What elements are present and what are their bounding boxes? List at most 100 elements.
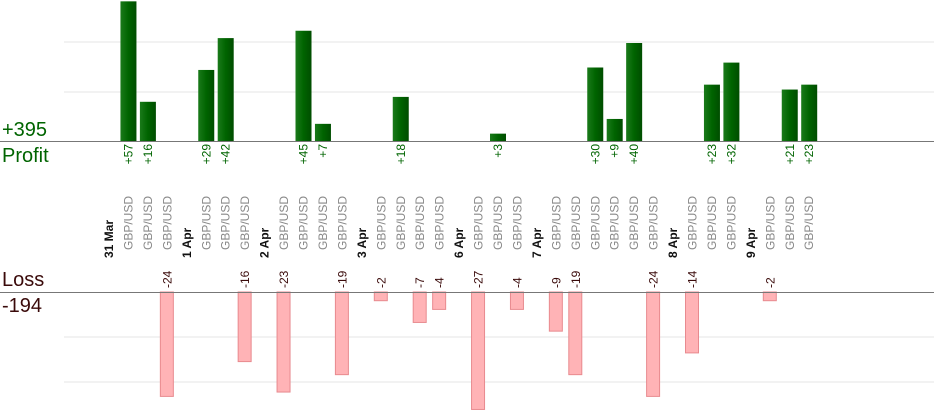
- pair-tick-label: GBP/USD: [802, 196, 816, 250]
- loss-value-label: -4: [510, 277, 524, 288]
- loss-value-label: -19: [569, 270, 583, 288]
- profit-value-label: +9: [608, 144, 622, 158]
- date-label: 6 Apr: [452, 227, 466, 258]
- pair-tick-label: GBP/USD: [705, 196, 719, 250]
- loss-value-label: -24: [160, 270, 174, 288]
- profit-value-label: +30: [588, 144, 602, 165]
- loss-value-label: -23: [277, 270, 291, 288]
- profit-total: +395: [2, 119, 48, 141]
- pair-tick-label: GBP/USD: [686, 196, 700, 250]
- loss-value-label: -27: [472, 270, 486, 288]
- pair-tick-label: GBP/USD: [627, 196, 641, 250]
- date-label: 8 Apr: [666, 227, 680, 258]
- loss-bar: [237, 291, 252, 363]
- pair-tick-label: GBP/USD: [549, 196, 563, 250]
- loss-value-label: -24: [647, 270, 661, 288]
- date-label: 3 Apr: [355, 227, 369, 258]
- pair-tick-label: GBP/USD: [238, 196, 252, 250]
- profit-bar: [314, 123, 331, 141]
- loss-bar: [276, 291, 291, 393]
- pair-tick-label: GBP/USD: [724, 196, 738, 250]
- profit-value-label: +23: [705, 144, 719, 165]
- pair-tick-label: GBP/USD: [510, 196, 524, 250]
- profit-value-label: +3: [491, 144, 505, 158]
- loss-value-label: -19: [335, 270, 349, 288]
- profit-value-label: +57: [121, 144, 135, 165]
- profit-bar: [295, 30, 312, 141]
- date-label: 2 Apr: [258, 227, 272, 258]
- loss-bar: [646, 291, 661, 397]
- profit-bar: [606, 118, 623, 141]
- profit-value-label: +21: [783, 144, 797, 165]
- date-label: 7 Apr: [530, 227, 544, 258]
- pair-tick-label: GBP/USD: [413, 196, 427, 250]
- profit-value-label: +45: [297, 144, 311, 165]
- pair-tick-label: GBP/USD: [569, 196, 583, 250]
- profit-bar: [120, 1, 137, 141]
- loss-value-label: -2: [374, 277, 388, 288]
- loss-bar: [334, 291, 349, 376]
- loss-bar: [548, 291, 563, 332]
- profit-value-label: +23: [802, 144, 816, 165]
- loss-label: Loss: [2, 269, 45, 291]
- loss-bar: [432, 291, 447, 310]
- loss-value-label: -2: [763, 277, 777, 288]
- pair-tick-label: GBP/USD: [472, 196, 486, 250]
- pair-tick-label: GBP/USD: [141, 196, 155, 250]
- profit-value-label: +16: [141, 144, 155, 165]
- loss-bar: [509, 291, 524, 310]
- profit-bar: [587, 67, 604, 141]
- pair-tick-label: GBP/USD: [121, 196, 135, 250]
- loss-bar: [685, 291, 699, 354]
- pair-tick-label: GBP/USD: [763, 196, 777, 250]
- profit-bar: [626, 43, 643, 141]
- loss-bar: [568, 291, 583, 376]
- pair-tick-label: GBP/USD: [297, 196, 311, 250]
- profit-label: Profit: [2, 145, 49, 167]
- loss-total: -194: [2, 295, 43, 317]
- pair-tick-label: GBP/USD: [316, 196, 330, 250]
- loss-bar: [373, 291, 388, 302]
- profit-value-label: +7: [316, 144, 330, 158]
- date-label: 9 Apr: [744, 227, 758, 258]
- loss-value-label: -7: [413, 277, 427, 288]
- pair-tick-label: GBP/USD: [588, 196, 602, 250]
- loss-bar: [159, 291, 174, 397]
- pair-tick-label: GBP/USD: [199, 196, 213, 250]
- pair-tick-label: GBP/USD: [783, 196, 797, 250]
- loss-value-label: -16: [238, 270, 252, 288]
- profit-bar: [490, 133, 506, 141]
- profit-bar: [198, 69, 215, 141]
- pair-tick-label: GBP/USD: [219, 196, 233, 250]
- profit-bar: [392, 96, 409, 141]
- pair-tick-label: GBP/USD: [433, 196, 447, 250]
- loss-bar: [471, 291, 486, 410]
- profit-bar: [139, 101, 156, 141]
- profit-bar: [781, 89, 798, 141]
- loss-bar: [762, 291, 777, 302]
- loss-value-label: -14: [686, 270, 700, 288]
- profit-value-label: +40: [627, 144, 641, 165]
- profit-value-label: +18: [394, 144, 408, 165]
- loss-value-label: -4: [433, 277, 447, 288]
- loss-value-label: -9: [549, 277, 563, 288]
- profit-bar: [801, 84, 818, 141]
- pair-tick-label: GBP/USD: [277, 196, 291, 250]
- profit-value-label: +32: [724, 144, 738, 165]
- pair-tick-label: GBP/USD: [647, 196, 661, 250]
- profit-value-label: +42: [219, 144, 233, 165]
- pair-tick-label: GBP/USD: [374, 196, 388, 250]
- date-label: 31 Mar: [102, 220, 116, 258]
- profit-bar: [703, 84, 720, 141]
- pair-tick-label: GBP/USD: [394, 196, 408, 250]
- pair-tick-label: GBP/USD: [160, 196, 174, 250]
- profit-bar: [723, 62, 740, 141]
- pair-tick-label: GBP/USD: [491, 196, 505, 250]
- loss-bar: [412, 291, 427, 323]
- date-label: 1 Apr: [180, 227, 194, 258]
- profit-bar: [217, 38, 234, 141]
- pair-tick-label: GBP/USD: [608, 196, 622, 250]
- pair-tick-label: GBP/USD: [335, 196, 349, 250]
- profit-value-label: +29: [199, 144, 213, 165]
